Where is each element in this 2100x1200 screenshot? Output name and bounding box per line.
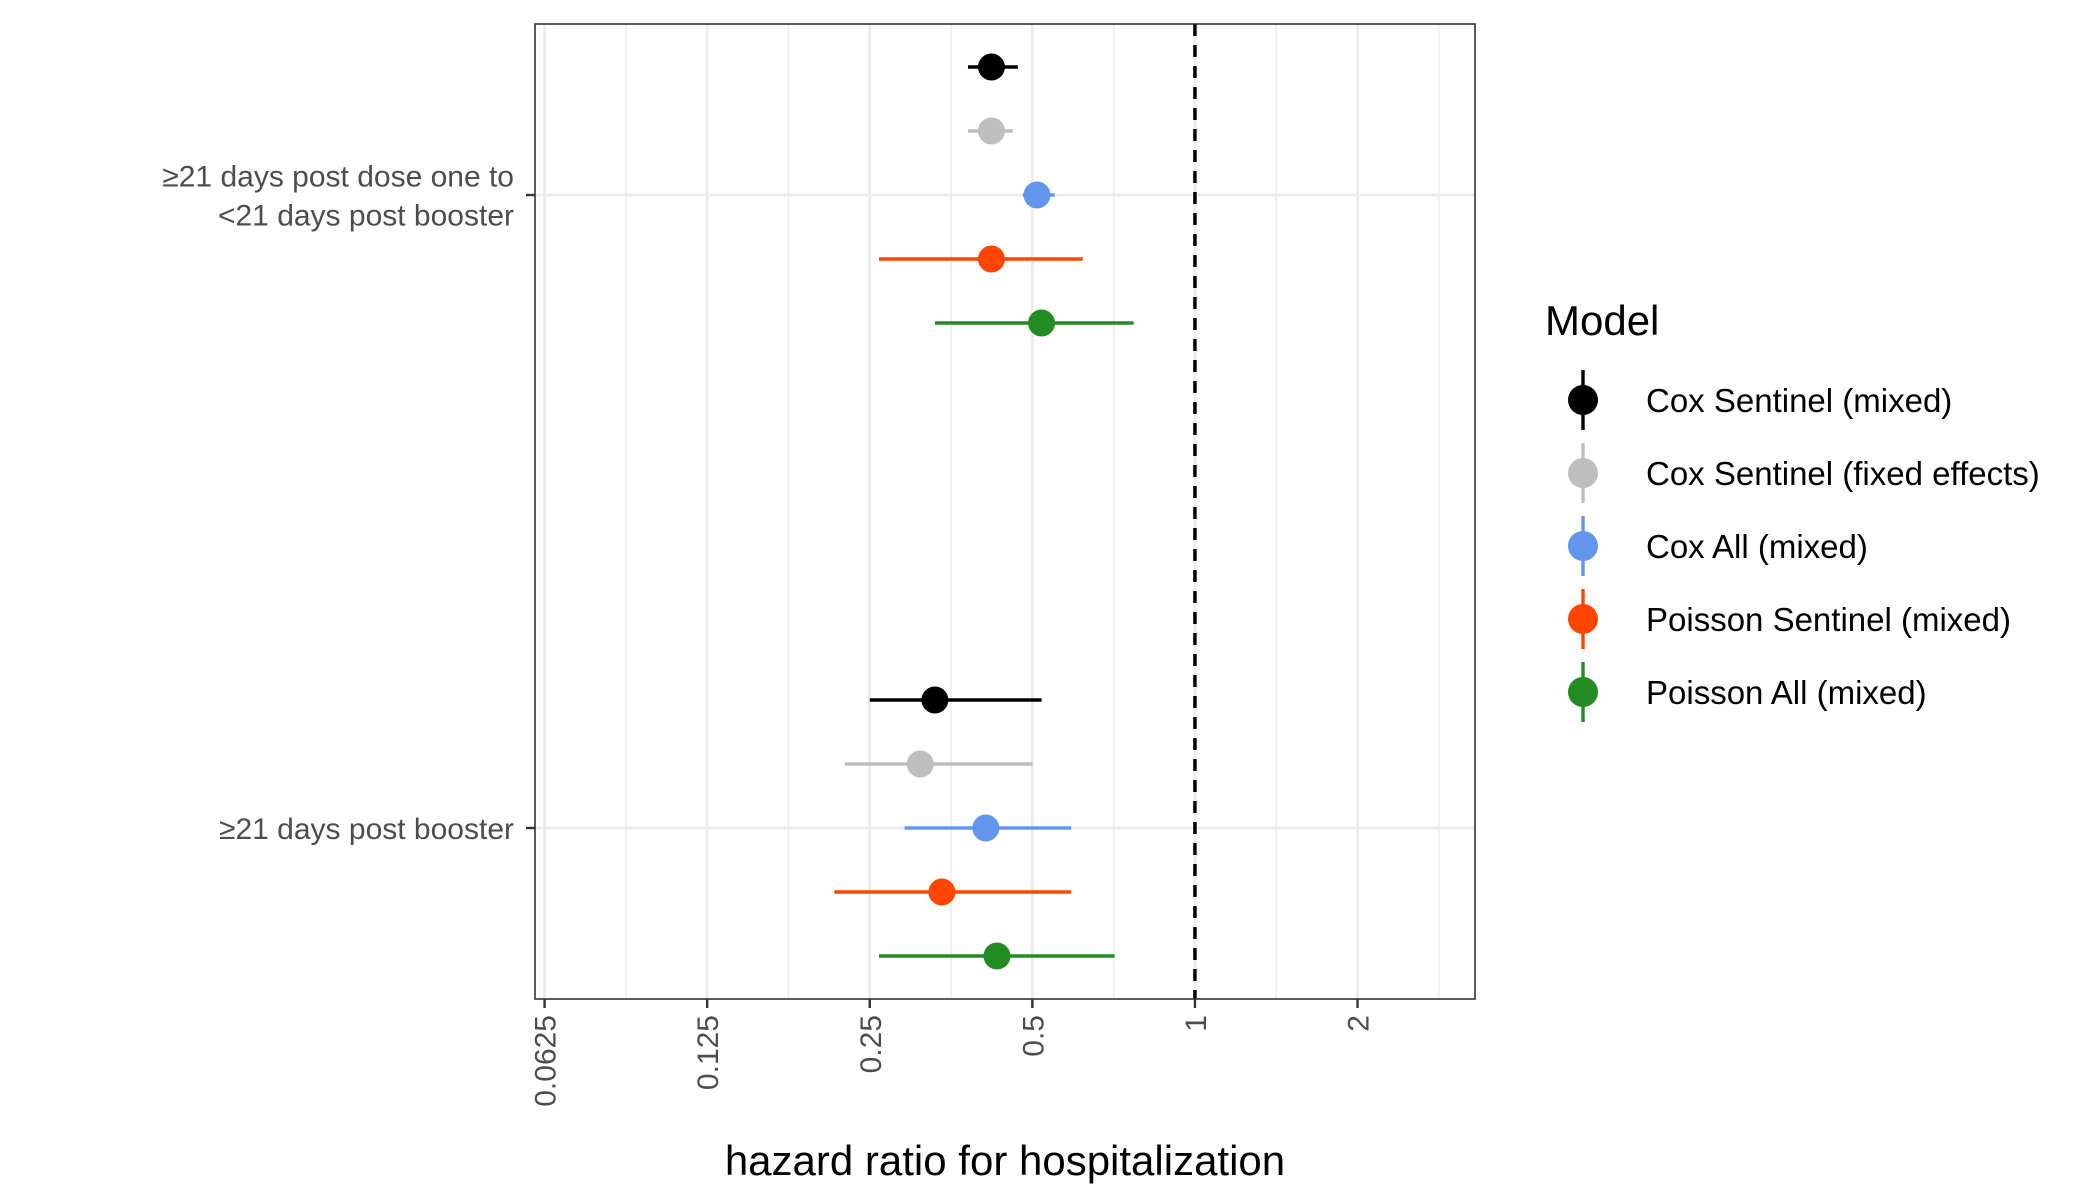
x-tick-label: 0.25 bbox=[855, 1015, 888, 1073]
y-tick-label-line: ≥21 days post dose one to bbox=[162, 161, 514, 194]
legend-key-point bbox=[1568, 604, 1598, 634]
point-estimate bbox=[983, 942, 1011, 970]
point-estimate bbox=[921, 686, 949, 714]
y-tick-label-line: ≥21 days post booster bbox=[219, 813, 514, 846]
x-tick-label: 0.5 bbox=[1017, 1015, 1050, 1057]
y-tick-label: ≥21 days post dose one to <21 days post b… bbox=[162, 161, 514, 233]
legend-key-point bbox=[1568, 531, 1598, 561]
minor-gridlines bbox=[625, 24, 1440, 999]
y-axis: ≥21 days post dose one to <21 days post b… bbox=[162, 161, 535, 846]
plot-panel-border bbox=[534, 23, 1476, 1000]
legend-label: Poisson All (mixed) bbox=[1646, 674, 1927, 711]
x-axis-title: hazard ratio for hospitalization bbox=[725, 1137, 1285, 1184]
point-estimate bbox=[972, 814, 1000, 842]
legend-title: Model bbox=[1545, 297, 1659, 344]
legend-label: Cox All (mixed) bbox=[1646, 528, 1868, 565]
legend-key-point bbox=[1568, 458, 1598, 488]
point-estimate bbox=[977, 53, 1005, 81]
plot-panel-background bbox=[535, 24, 1475, 999]
y-tick-label: ≥21 days post booster bbox=[219, 813, 514, 846]
legend-key-point bbox=[1568, 677, 1598, 707]
y-tick-label-line: <21 days post booster bbox=[218, 200, 514, 233]
legend-label: Cox Sentinel (mixed) bbox=[1646, 382, 1952, 419]
point-estimate bbox=[1028, 309, 1056, 337]
point-estimate bbox=[928, 878, 956, 906]
point-estimate bbox=[977, 117, 1005, 145]
point-estimate bbox=[977, 245, 1005, 273]
x-tick-label: 0.125 bbox=[692, 1015, 725, 1090]
legend-label: Poisson Sentinel (mixed) bbox=[1646, 601, 2011, 638]
point-estimate bbox=[906, 750, 934, 778]
x-tick-label: 0.0625 bbox=[530, 1015, 563, 1107]
legend-item: Poisson Sentinel (mixed) bbox=[1568, 589, 2011, 649]
point-estimate bbox=[1023, 181, 1051, 209]
x-tick-label: 2 bbox=[1343, 1015, 1376, 1032]
legend-item: Cox Sentinel (mixed) bbox=[1568, 370, 1952, 430]
legend-item: Cox Sentinel (fixed effects) bbox=[1568, 443, 2040, 503]
legend-label: Cox Sentinel (fixed effects) bbox=[1646, 455, 2040, 492]
data-marks bbox=[834, 53, 1134, 970]
x-tick-label: 1 bbox=[1180, 1015, 1213, 1032]
legend-key-point bbox=[1568, 385, 1598, 415]
x-axis: 0.0625 0.125 0.25 0.5 1 2 bbox=[530, 999, 1376, 1107]
legend-item: Poisson All (mixed) bbox=[1568, 662, 1927, 722]
legend: Model Cox Sentinel (mixed) Cox Sentinel (… bbox=[1545, 297, 2040, 722]
legend-item: Cox All (mixed) bbox=[1568, 516, 1868, 576]
